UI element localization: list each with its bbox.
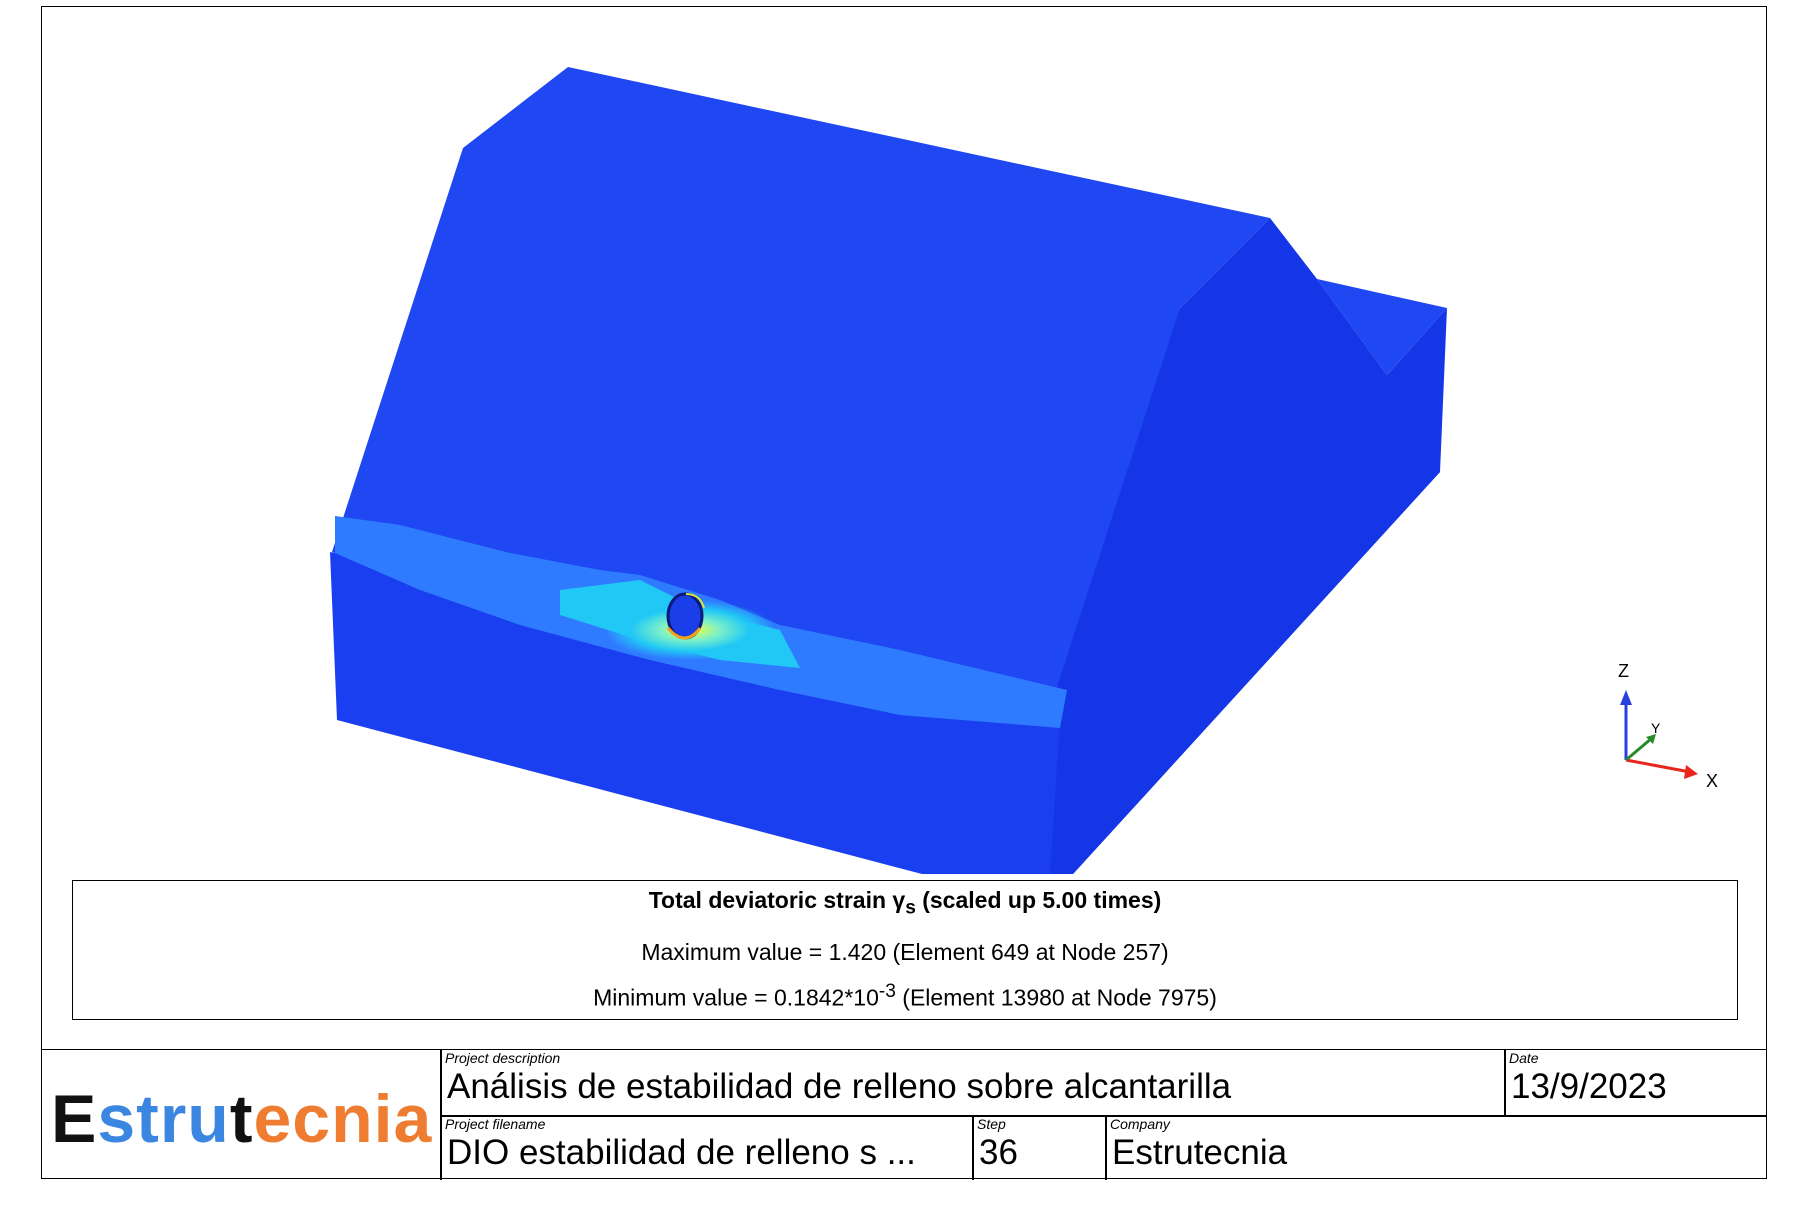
project-filename-cell: Project filename DIO estabilidad de rell… xyxy=(442,1116,970,1180)
divider xyxy=(1504,1050,1506,1115)
date-value: 13/9/2023 xyxy=(1511,1067,1667,1106)
divider xyxy=(440,1115,1767,1117)
date-cell: Date 13/9/2023 xyxy=(1506,1050,1766,1115)
company-logo: Estrutecnia xyxy=(51,1080,432,1158)
axis-x-label: X xyxy=(1706,771,1718,791)
culvert-hot-edge xyxy=(666,626,702,640)
logo-part-1: E xyxy=(51,1081,98,1157)
culvert-top-edge xyxy=(685,593,705,609)
legend-title-main: Total deviatoric strain γ xyxy=(648,887,906,913)
model-side-face xyxy=(1050,472,1440,874)
project-description: Análisis de estabilidad de relleno sobre… xyxy=(447,1067,1232,1106)
project-filename-caption: Project filename xyxy=(445,1116,546,1132)
drawing-frame xyxy=(41,6,1767,1179)
company-caption: Company xyxy=(1110,1116,1170,1132)
model-front-face xyxy=(330,552,1062,874)
legend-min-value: Minimum value = 0.1842*10-3 (Element 139… xyxy=(73,981,1737,1012)
axis-z-label: Z xyxy=(1618,661,1629,681)
step-cell: Step 36 xyxy=(974,1116,1104,1180)
model-top-face xyxy=(332,67,1270,874)
legend-min-suffix: (Element 13980 at Node 7975) xyxy=(895,984,1217,1011)
legend-box: Total deviatoric strain γs (scaled up 5.… xyxy=(72,880,1738,1020)
model-right-top-face xyxy=(1317,279,1447,375)
legend-max-value: Maximum value = 1.420 (Element 649 at No… xyxy=(641,939,1169,965)
project-description-caption: Project description xyxy=(445,1050,561,1066)
project-filename: DIO estabilidad de relleno s ... xyxy=(447,1133,916,1172)
legend-title-subscript: s xyxy=(905,897,916,919)
step-caption: Step xyxy=(977,1116,1006,1132)
step-value: 36 xyxy=(979,1133,1018,1172)
divider xyxy=(1105,1115,1107,1180)
date-caption: Date xyxy=(1509,1050,1539,1066)
legend-min-exponent: -3 xyxy=(878,981,896,1002)
company-cell: Company Estrutecnia xyxy=(1107,1116,1765,1180)
divider xyxy=(972,1115,974,1180)
axis-y-label: Y xyxy=(1651,720,1661,736)
logo-part-2: stru xyxy=(97,1081,230,1157)
model-viewport[interactable]: Z Y X xyxy=(0,0,1800,880)
logo-part-4: ecnia xyxy=(253,1081,433,1157)
title-block: Estrutecnia Project description Análisis… xyxy=(41,1049,1767,1180)
logo-part-3: t xyxy=(229,1081,254,1157)
company-value: Estrutecnia xyxy=(1112,1133,1288,1172)
project-description-cell: Project description Análisis de estabili… xyxy=(442,1050,1502,1115)
legend-min-prefix: Minimum value = 0.1842*10 xyxy=(593,984,879,1011)
axis-triad: Z Y X xyxy=(1618,661,1718,791)
legend-title: Total deviatoric strain γs (scaled up 5.… xyxy=(73,887,1737,920)
legend-title-suffix: (scaled up 5.00 times) xyxy=(915,887,1162,913)
